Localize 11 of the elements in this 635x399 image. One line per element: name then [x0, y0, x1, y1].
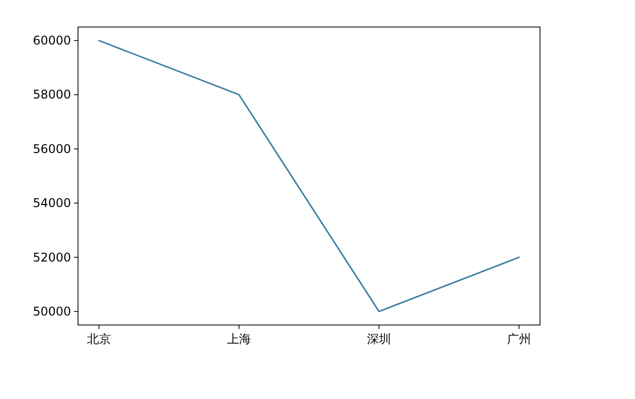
x-tick-label: 深圳 — [367, 332, 391, 346]
y-tick-label: 58000 — [32, 88, 71, 102]
y-tick-label: 60000 — [32, 34, 71, 48]
y-tick-label: 50000 — [32, 304, 71, 318]
x-tick-label: 北京 — [87, 332, 111, 346]
y-tick-label: 54000 — [32, 196, 71, 210]
x-tick-label: 广州 — [507, 332, 531, 346]
line-series — [98, 40, 520, 312]
y-tick-label: 52000 — [32, 250, 71, 264]
x-tick-label: 上海 — [227, 332, 251, 346]
y-tick-label: 56000 — [32, 142, 71, 156]
